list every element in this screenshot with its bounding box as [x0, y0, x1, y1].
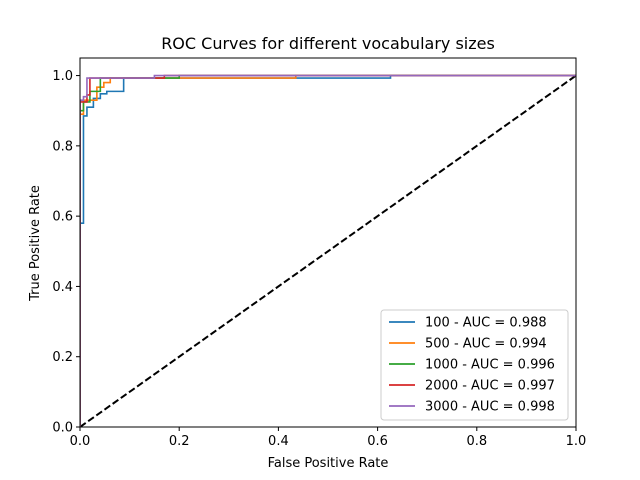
legend-entry-2: 1000 - AUC = 0.996 [425, 358, 555, 373]
legend-entry-1: 500 - AUC = 0.994 [425, 337, 547, 352]
legend-entry-4: 3000 - AUC = 0.998 [425, 400, 555, 415]
x-tick-label: 0.8 [466, 434, 487, 449]
y-tick-label: 0.8 [52, 139, 73, 154]
y-tick-label: 1.0 [52, 69, 73, 84]
legend: 100 - AUC = 0.988 500 - AUC = 0.994 1000 -… [380, 309, 569, 421]
y-tick-label: 0.4 [52, 280, 73, 295]
chart-title: ROC Curves for different vocabulary size… [161, 34, 495, 53]
x-tick-label: 1.0 [566, 434, 587, 449]
series-line-4 [80, 74, 576, 427]
legend-entry-3: 2000 - AUC = 0.997 [425, 379, 555, 394]
legend-box [380, 309, 569, 421]
legend-entry-0: 100 - AUC = 0.988 [425, 316, 547, 331]
reference-diagonal-line [80, 74, 576, 427]
series-layer [80, 74, 576, 427]
x-tick-label: 0.4 [268, 434, 289, 449]
y-tick-label: 0.2 [52, 350, 73, 365]
axes-border [79, 57, 577, 428]
x-axis-label: False Positive Rate [268, 456, 389, 471]
reference-line-layer [80, 74, 576, 427]
series-line-3 [80, 74, 576, 427]
x-tick-label: 0.6 [367, 434, 388, 449]
series-line-1 [80, 74, 576, 427]
x-tick-label: 0.2 [169, 434, 190, 449]
x-tick-label: 0.0 [70, 434, 91, 449]
y-axis-ticks: 0.0 0.2 0.4 0.6 0.8 1.0 [52, 69, 80, 436]
y-tick-label: 0.6 [52, 210, 73, 225]
x-axis-ticks: 0.0 0.2 0.4 0.6 0.8 1.0 [70, 427, 587, 449]
y-tick-label: 0.0 [52, 421, 73, 436]
y-axis-label: True Positive Rate [28, 185, 43, 302]
